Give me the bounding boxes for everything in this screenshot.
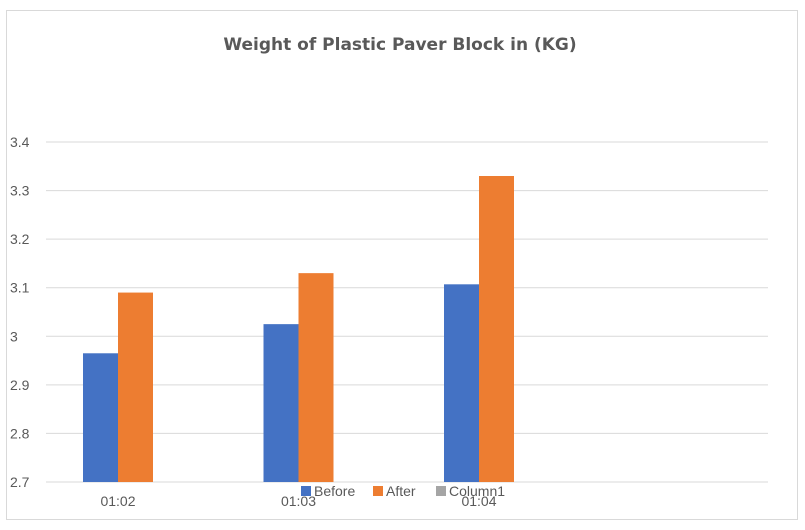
- bars: [83, 176, 514, 482]
- x-tick-label: 01:02: [100, 493, 135, 509]
- y-tick-label: 3.1: [10, 280, 30, 296]
- x-axis-ticks: 01:02 01:03 01:04: [100, 493, 496, 509]
- y-tick-label: 2.8: [10, 425, 30, 441]
- y-tick-label: 2.9: [10, 377, 30, 393]
- y-tick-label: 3.2: [10, 231, 30, 247]
- gridlines: [46, 141, 768, 483]
- legend: Before After Column1: [301, 483, 505, 499]
- x-tick-label: 01:04: [461, 493, 496, 509]
- y-tick-label: 3: [10, 328, 18, 344]
- x-tick-label: 01:03: [281, 493, 316, 509]
- y-tick-label: 3.3: [10, 183, 30, 199]
- y-tick-label: 3.4: [10, 134, 30, 150]
- bar-before-2: [263, 324, 299, 482]
- bar-after-3: [479, 176, 514, 482]
- legend-label-column1: Column1: [449, 483, 505, 499]
- legend-label-after: After: [386, 483, 416, 499]
- bar-after-2: [298, 273, 334, 482]
- chart-title: Weight of Plastic Paver Block in (KG): [223, 35, 576, 55]
- legend-swatch-before: [301, 486, 311, 496]
- y-axis-ticks: 2.7 2.8 2.9 3 3.1 3.2 3.3 3.4: [10, 134, 30, 490]
- bar-after-1: [118, 292, 153, 482]
- bar-before-1: [83, 353, 118, 482]
- y-tick-label: 2.7: [10, 474, 30, 490]
- bar-before-3: [444, 284, 479, 482]
- legend-swatch-after: [373, 486, 383, 496]
- legend-swatch-column1: [436, 486, 446, 496]
- legend-label-before: Before: [314, 483, 355, 499]
